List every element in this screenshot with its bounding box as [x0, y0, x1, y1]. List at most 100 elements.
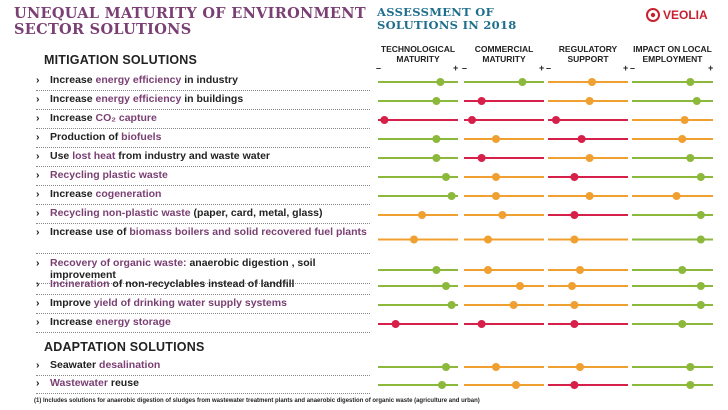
minus-marker: – — [462, 63, 468, 73]
solution-label: Production of biofuels — [50, 131, 162, 143]
section-title: MITIGATION SOLUTIONS — [44, 53, 198, 67]
solution-label: Increase CO₂ capture — [50, 112, 157, 124]
rating-dot — [577, 135, 586, 143]
rating-dot — [686, 363, 695, 371]
row-separator — [36, 90, 370, 91]
rating-dot — [696, 173, 705, 181]
rating-dot — [686, 381, 695, 389]
row-separator — [36, 109, 370, 110]
solution-label: Increase cogeneration — [50, 188, 162, 200]
plus-marker: + — [539, 63, 545, 73]
row-separator — [36, 128, 370, 129]
rating-dot — [686, 154, 695, 162]
rating-dot — [432, 266, 441, 274]
solution-label: Increase energy efficiency in industry — [50, 74, 238, 86]
solution-label: Recycling non-plastic waste (paper, card… — [50, 207, 323, 219]
rating-dot — [696, 282, 705, 290]
row-separator — [36, 313, 370, 314]
rating-dot — [477, 154, 486, 162]
rating-dot — [477, 97, 486, 105]
plus-marker: + — [623, 63, 629, 73]
chevron-right-icon: › — [36, 188, 40, 200]
rating-dot — [518, 78, 527, 86]
column-header-0: TECHNOLOGICAL MATURITY — [380, 44, 456, 64]
rating-dot — [570, 320, 579, 328]
rating-dot — [678, 135, 687, 143]
rating-dot — [447, 301, 456, 309]
chevron-right-icon: › — [36, 359, 40, 371]
chevron-right-icon: › — [36, 297, 40, 309]
rating-dot — [418, 211, 426, 219]
rating-dot — [678, 320, 687, 328]
rating-dot — [576, 266, 584, 274]
column-header-1: COMMERCIAL MATURITY — [474, 44, 534, 64]
rating-dot — [570, 235, 579, 244]
rating-dot — [570, 211, 579, 219]
chevron-right-icon: › — [36, 169, 40, 181]
rating-dot — [380, 116, 389, 124]
row-separator — [36, 294, 370, 295]
chevron-right-icon: › — [36, 74, 40, 86]
solution-label: Increase use of biomass boilers and soli… — [50, 226, 367, 238]
rating-dot — [516, 282, 524, 290]
chevron-right-icon: › — [36, 207, 40, 219]
rating-dot — [432, 154, 441, 162]
row-separator — [36, 393, 370, 394]
column-header-3: IMPACT ON LOCAL EMPLOYMENT — [633, 44, 712, 64]
row-separator — [36, 283, 370, 284]
chevron-right-icon: › — [36, 150, 40, 162]
chevron-right-icon: › — [36, 257, 40, 269]
rating-dot — [442, 282, 450, 290]
veolia-logo-icon — [646, 8, 660, 22]
row-separator — [36, 204, 370, 205]
rating-dot — [468, 116, 476, 124]
rating-dot — [585, 154, 594, 162]
chevron-right-icon: › — [36, 316, 40, 328]
row-separator — [36, 332, 370, 333]
rating-dot — [410, 235, 418, 244]
section-title: ADAPTATION SOLUTIONS — [44, 340, 205, 354]
row-separator — [36, 166, 370, 167]
solution-label: Recovery of organic waste: anaerobic dig… — [50, 257, 316, 281]
row-separator — [36, 375, 370, 376]
rating-dot — [432, 135, 441, 143]
solution-label: Wastewater reuse — [50, 377, 139, 389]
chevron-right-icon: › — [36, 93, 40, 105]
solution-label: Seawater desalination — [50, 359, 161, 371]
rating-dot — [391, 320, 400, 328]
solution-label: Increase energy efficiency in buildings — [50, 93, 244, 105]
chevron-right-icon: › — [36, 112, 40, 124]
rating-dot — [447, 192, 456, 200]
rating-dot — [552, 116, 560, 124]
rating-dot — [672, 192, 681, 200]
solution-label: Recycling plastic waste — [50, 169, 168, 181]
rating-dot — [432, 97, 441, 105]
rating-dot — [696, 235, 705, 244]
rating-dot — [492, 173, 500, 181]
solution-label: Use lost heat from industry and waste wa… — [50, 150, 270, 162]
chevron-right-icon: › — [36, 278, 40, 290]
plus-marker: + — [708, 63, 714, 73]
rating-dot — [492, 363, 500, 371]
rating-dot — [696, 301, 705, 309]
rating-dot — [588, 78, 596, 86]
rating-dot — [568, 282, 576, 290]
chevron-right-icon: › — [36, 131, 40, 143]
rating-dot — [696, 211, 705, 219]
rating-dot — [570, 301, 579, 309]
rating-dot — [442, 363, 450, 371]
rating-dot — [576, 363, 584, 371]
minus-marker: – — [630, 63, 636, 73]
plus-marker: + — [453, 63, 459, 73]
rating-dot — [509, 301, 518, 309]
rating-dot — [678, 266, 687, 274]
rating-dot — [442, 173, 450, 181]
rating-dot — [570, 173, 579, 181]
chevron-right-icon: › — [36, 377, 40, 389]
veolia-logo: VEOLIA — [646, 8, 708, 22]
rating-dot — [498, 211, 507, 219]
rating-dot — [585, 192, 594, 200]
row-separator — [36, 147, 370, 148]
rating-dot — [484, 266, 492, 274]
rating-dot — [570, 381, 579, 389]
